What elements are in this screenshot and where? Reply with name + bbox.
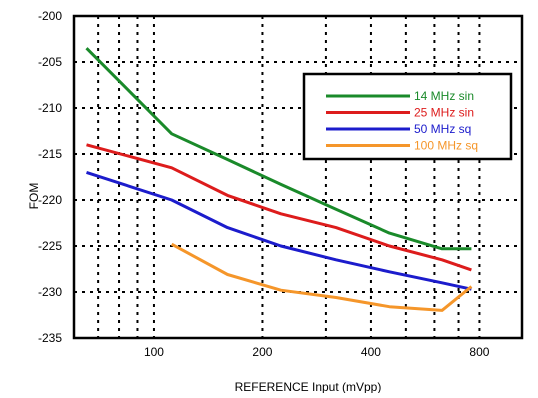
grid-lines: [74, 16, 522, 338]
plot-frame: [72, 14, 524, 340]
y-tick-label-2: -210: [38, 101, 62, 115]
y-tick-label-4: -220: [38, 193, 62, 207]
plot-border: [72, 14, 524, 340]
series-line-1: [86, 143, 472, 272]
y-tick-label-1: -205: [38, 55, 62, 69]
legend: 14 MHz sin 25 MHz sin 50 MHz sq 100 MHz sq: [302, 72, 513, 161]
x-axis-title: REFERENCE Input (mVpp): [235, 380, 382, 393]
y-tick-label-7: -235: [38, 331, 62, 345]
y-tick-label-5: -225: [38, 239, 62, 253]
y-tick-labels: -200 -205 -210 -215 -220 -225 -230 -235: [38, 9, 62, 345]
series-line-3: [170, 242, 473, 312]
legend-label-2: 50 MHz sq: [414, 122, 471, 136]
y-axis-title: FOM: [27, 183, 41, 210]
x-tick-labels: 100 200 400 800: [144, 345, 490, 359]
x-tick-label-2: 400: [361, 345, 381, 359]
x-tick-label-0: 100: [144, 345, 164, 359]
legend-label-1: 25 MHz sin: [414, 106, 474, 120]
x-tick-label-3: 800: [469, 345, 489, 359]
legend-label-0: 14 MHz sin: [414, 89, 474, 103]
series-line-2: [86, 170, 472, 291]
x-tick-label-1: 200: [252, 345, 272, 359]
y-tick-label-3: -215: [38, 147, 62, 161]
y-tick-label-0: -200: [38, 9, 62, 23]
series-lines: [85, 47, 473, 312]
series-line-0: [85, 47, 472, 251]
y-tick-label-6: -230: [38, 285, 62, 299]
legend-label-3: 100 MHz sq: [414, 139, 478, 153]
